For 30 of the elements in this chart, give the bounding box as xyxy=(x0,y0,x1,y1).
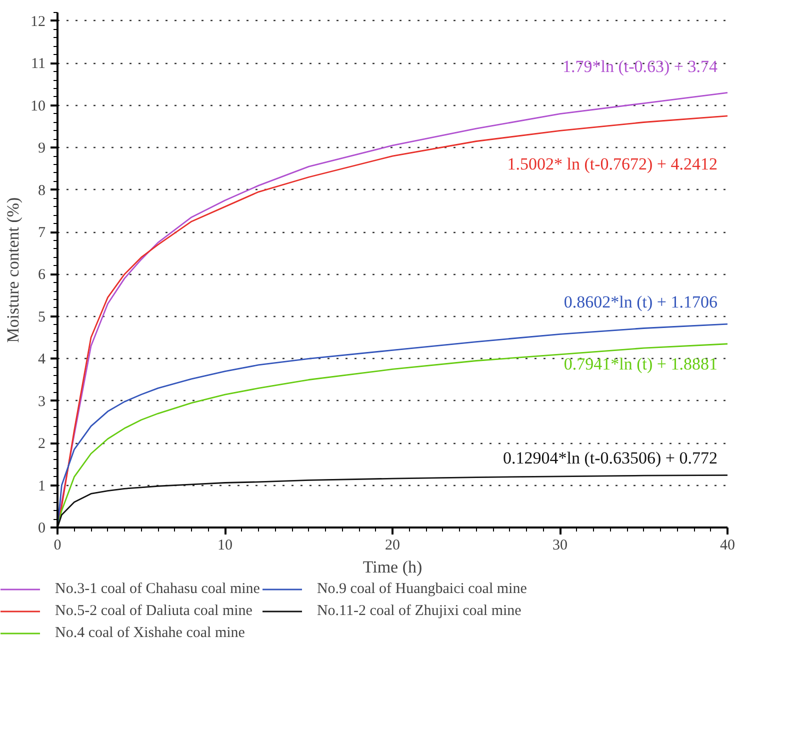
y-tick-label: 10 xyxy=(30,98,46,114)
y-tick-label: 9 xyxy=(38,140,46,157)
y-axis-title: Moisture content (%) xyxy=(4,197,22,343)
y-tick-label: 12 xyxy=(30,14,46,30)
annotation: 0.7941*ln (t) + 1.8881 xyxy=(564,354,718,374)
y-tick-label: 11 xyxy=(31,56,46,72)
y-tick-label: 0 xyxy=(38,520,46,536)
x-tick-label: 0 xyxy=(54,538,62,554)
legend-label: No.3-1 coal of Chahasu coal mine xyxy=(55,580,260,598)
legend-label: No.11-2 coal of Zhujixi coal mine xyxy=(316,602,522,620)
y-tick-label: 5 xyxy=(38,309,46,326)
y-tick-label: 7 xyxy=(38,225,46,242)
x-tick-label: 10 xyxy=(218,538,232,554)
y-tick-label: 2 xyxy=(38,436,46,452)
x-tick-label: 30 xyxy=(552,538,568,554)
y-tick-label: 3 xyxy=(38,394,46,410)
x-tick-label: 20 xyxy=(385,538,400,554)
annotation: 0.8602*ln (t) + 1.1706 xyxy=(564,292,718,312)
x-tick-label: 40 xyxy=(720,538,735,554)
annotation: 1.79*ln (t-0.63) + 3.74 xyxy=(562,57,718,76)
legend-label: No.5-2 coal of Daliuta coal mine xyxy=(55,602,252,620)
annotation: 1.5002* ln (t-0.7672) + 4.2412 xyxy=(507,154,718,174)
y-tick-label: 8 xyxy=(38,182,46,199)
annotation: 0.12904*ln (t-0.63506) + 0.772 xyxy=(502,448,718,468)
y-tick-label: 4 xyxy=(38,352,46,368)
legend-label: No.9 coal of Huangbaici coal mine xyxy=(316,580,527,598)
y-tick-label: 6 xyxy=(38,267,46,284)
legend-label: No.4 coal of Xishahe coal mine xyxy=(55,624,245,642)
x-axis-title: Time (h) xyxy=(362,558,422,576)
y-tick-label: 1 xyxy=(38,478,46,494)
